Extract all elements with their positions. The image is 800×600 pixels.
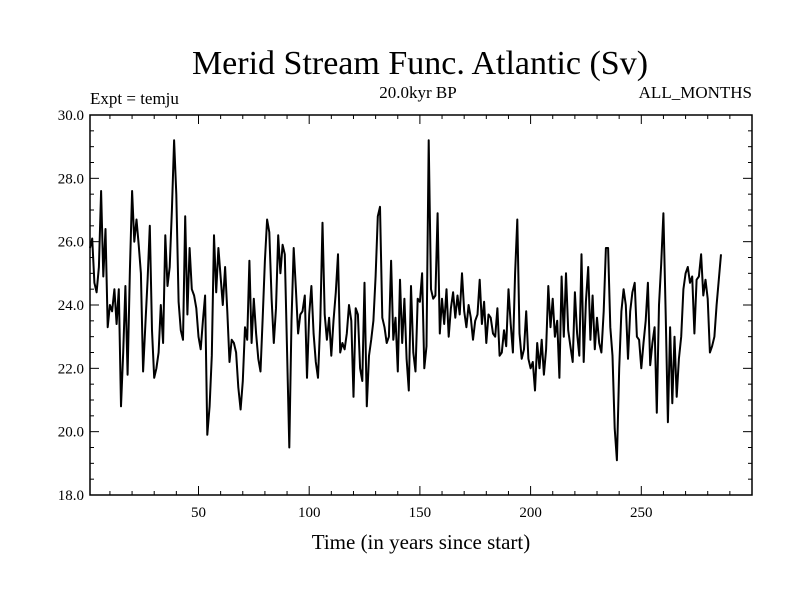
x-tick-label: 100 bbox=[298, 505, 321, 521]
chart-subtitle-center: 20.0kyr BP bbox=[379, 83, 456, 102]
chart-title: Merid Stream Func. Atlantic (Sv) bbox=[192, 45, 648, 82]
y-tick-label: 26.0 bbox=[58, 235, 84, 251]
y-tick-label: 22.0 bbox=[58, 361, 84, 377]
y-tick-label: 28.0 bbox=[58, 171, 84, 187]
y-tick-label: 30.0 bbox=[58, 108, 84, 124]
x-tick-label: 200 bbox=[519, 505, 542, 521]
chart-subtitle-left: Expt = temju bbox=[90, 89, 179, 108]
x-tick-label: 250 bbox=[630, 505, 653, 521]
series-line bbox=[89, 139, 722, 462]
y-tick-label: 20.0 bbox=[58, 425, 84, 441]
x-axis-label: Time (in years since start) bbox=[312, 530, 531, 554]
x-tick-label: 150 bbox=[409, 505, 432, 521]
plot-frame bbox=[89, 114, 753, 496]
x-tick-label: 50 bbox=[191, 505, 206, 521]
y-tick-label: 18.0 bbox=[58, 488, 84, 504]
chart-subtitle-right: ALL_MONTHS bbox=[639, 83, 752, 102]
y-tick-label: 24.0 bbox=[58, 298, 84, 314]
